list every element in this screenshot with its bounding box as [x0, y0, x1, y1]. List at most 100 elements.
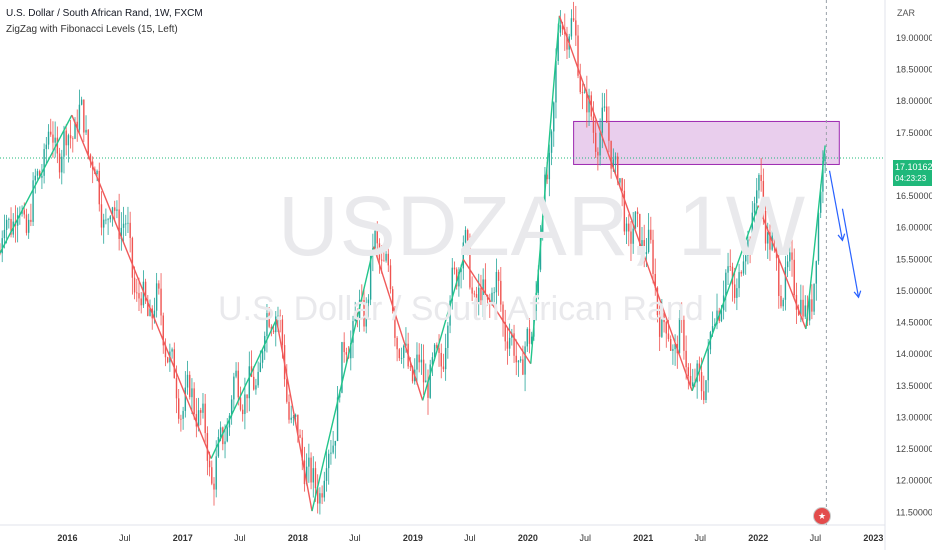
x-tick-label: Jul: [119, 533, 131, 543]
candle-body: [786, 261, 789, 268]
candle-body: [85, 129, 87, 133]
candle-body: [363, 300, 365, 327]
candle-body: [420, 359, 423, 363]
candle-body: [175, 378, 178, 399]
candle-body: [727, 266, 729, 273]
candle-body: [149, 308, 151, 316]
candle-body: [345, 352, 348, 355]
candle-body: [367, 299, 370, 304]
candle-body: [716, 310, 718, 325]
candle-body: [703, 391, 705, 401]
candle-body: [480, 287, 482, 301]
candle-body: [120, 227, 123, 239]
x-tick-label: 2019: [403, 533, 423, 543]
candle-body: [707, 349, 709, 381]
candle-body: [0, 253, 1, 254]
y-tick-label: 17.50000: [896, 128, 932, 138]
y-tick-label: 14.00000: [896, 349, 932, 359]
last-price-tag: 17.10162 04:23:23: [893, 160, 932, 186]
candle-body: [537, 269, 540, 293]
candle-body: [261, 351, 264, 363]
candle-body: [711, 326, 714, 333]
candle-body: [224, 441, 226, 445]
candle-body: [160, 288, 162, 316]
candle-body: [800, 299, 802, 315]
zigzag-segment: [757, 205, 807, 330]
projection-arrowhead: [837, 233, 846, 242]
candle-body: [34, 175, 36, 181]
candle-body: [197, 410, 200, 427]
candle-body: [440, 352, 442, 367]
candle-body: [142, 281, 145, 306]
candle-body: [299, 434, 301, 438]
candle-body: [266, 313, 268, 337]
us-flag-icon[interactable]: ★: [813, 507, 831, 525]
candle-body: [125, 223, 127, 225]
candle-body: [519, 359, 522, 361]
candle-body: [244, 394, 246, 415]
candle-body: [319, 493, 321, 504]
candle-body: [400, 357, 403, 359]
candle-body: [447, 325, 449, 348]
candle-body: [354, 314, 356, 322]
candle-body: [111, 207, 114, 217]
candle-body: [76, 121, 78, 130]
symbol-title[interactable]: U.S. Dollar / South African Rand, 1W, FX…: [6, 8, 203, 19]
candle-body: [102, 219, 105, 228]
candle-body: [374, 230, 376, 249]
candle-body: [473, 293, 476, 295]
candle-body: [213, 483, 215, 490]
candle-body: [762, 181, 765, 211]
candle-body: [292, 416, 295, 418]
candle-body: [138, 293, 140, 299]
candle-body: [39, 171, 41, 178]
candle-body: [58, 153, 61, 173]
candle-body: [248, 366, 251, 399]
candle-body: [647, 229, 650, 253]
candle-body: [27, 219, 30, 233]
candle-body: [140, 298, 142, 306]
y-tick-label: 12.50000: [896, 444, 932, 454]
projection-arrow: [841, 208, 860, 298]
zigzag-segment: [558, 15, 693, 392]
candle-body: [312, 468, 314, 483]
x-tick-label: Jul: [695, 533, 707, 543]
candle-body: [191, 388, 193, 398]
candle-body: [255, 385, 257, 390]
candle-body: [583, 91, 586, 93]
candle-body: [321, 493, 323, 498]
candle-body: [294, 414, 297, 417]
candle-body: [455, 269, 458, 287]
candle-body: [692, 382, 694, 387]
candle-body: [804, 305, 806, 317]
candle-body: [467, 230, 469, 241]
candle-body: [665, 322, 667, 334]
y-tick-label: 13.00000: [896, 412, 932, 422]
candle-body: [228, 415, 231, 428]
candle-body: [513, 333, 515, 356]
candle-body: [237, 370, 239, 398]
candle-body: [557, 32, 559, 61]
candle-body: [478, 287, 480, 304]
candle-body: [720, 310, 723, 322]
x-tick-label: 2021: [633, 533, 653, 543]
candle-body: [566, 34, 568, 50]
y-tick-label: 15.00000: [896, 286, 932, 296]
candle-body: [475, 294, 478, 304]
candle-body: [288, 401, 290, 420]
candle-body: [89, 154, 92, 162]
candle-body: [689, 375, 692, 387]
candle-body: [127, 222, 129, 224]
candle-body: [147, 300, 149, 316]
candle-body: [279, 315, 281, 320]
candle-body: [215, 456, 217, 490]
candle-body: [297, 414, 299, 435]
candle-body: [802, 299, 804, 317]
candle-body: [43, 149, 45, 176]
candle-body: [63, 130, 65, 157]
candle-body: [392, 289, 394, 311]
projection-arrow: [828, 170, 844, 241]
candle-body: [623, 190, 626, 232]
indicator-label[interactable]: ZigZag with Fibonacci Levels (15, Left): [6, 24, 178, 35]
